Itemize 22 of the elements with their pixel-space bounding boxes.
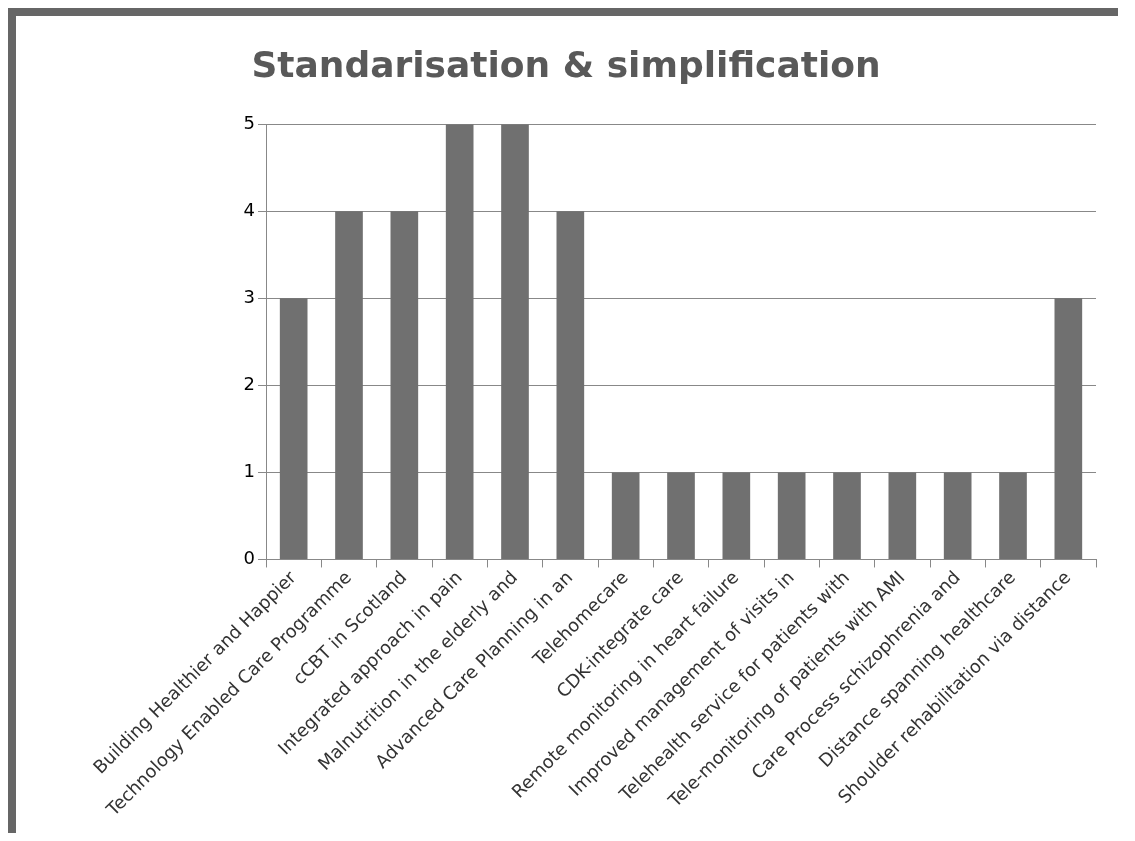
- y-tick-label: 4: [243, 198, 255, 220]
- bar: [943, 472, 972, 559]
- bar: [667, 472, 695, 559]
- bar: [390, 211, 419, 559]
- chart-title: Standarisation & simplification: [251, 43, 881, 85]
- bar: [445, 124, 474, 559]
- bar: [501, 124, 529, 559]
- bar: [777, 472, 806, 559]
- y-tick-label: 5: [243, 111, 255, 133]
- bar: [999, 472, 1027, 559]
- bar: [833, 472, 861, 559]
- y-tick-label: 3: [243, 285, 255, 307]
- bar: [722, 472, 751, 559]
- bar: [611, 472, 640, 559]
- y-tick-label: 1: [243, 460, 255, 482]
- y-tick-label: 0: [243, 547, 255, 569]
- y-tick-label: 2: [243, 373, 255, 395]
- bar: [556, 211, 585, 559]
- bar: [888, 472, 917, 559]
- bar: [1054, 298, 1083, 559]
- bar: [279, 298, 308, 559]
- bar: [335, 211, 363, 559]
